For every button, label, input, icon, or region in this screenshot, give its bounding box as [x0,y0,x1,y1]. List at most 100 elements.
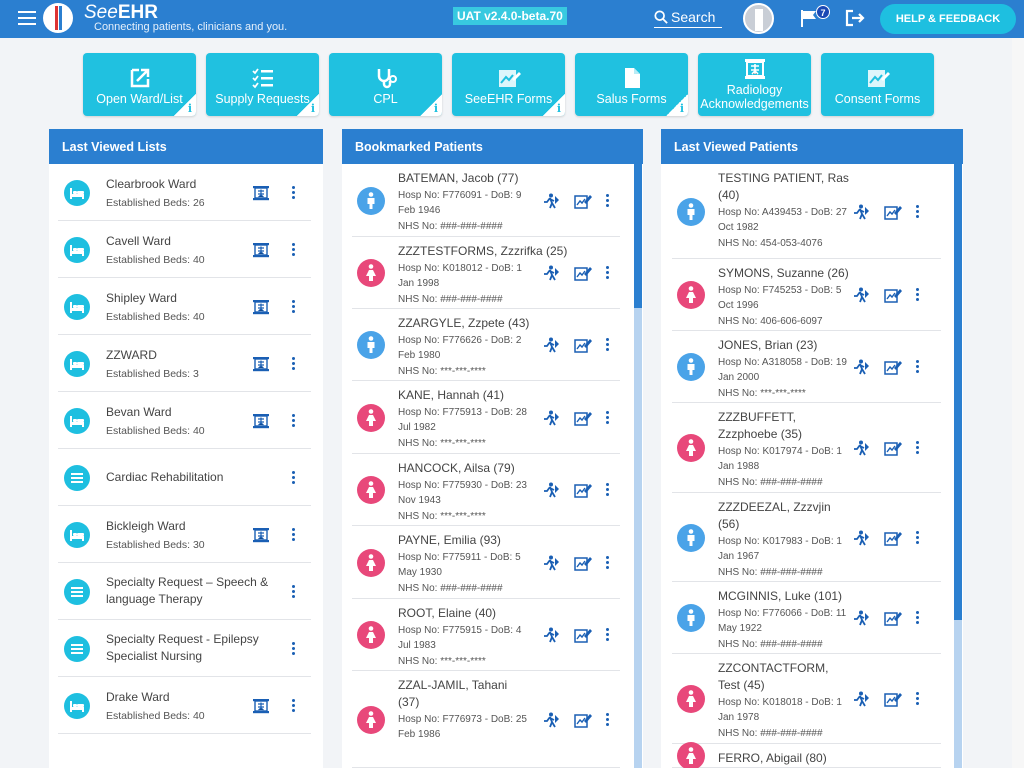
transfer-patient-icon[interactable] [852,610,870,626]
more-options-icon[interactable] [292,527,296,542]
open-ward-list-tile[interactable]: Open Ward/List i [83,53,196,116]
more-options-icon[interactable] [916,692,920,706]
more-options-icon[interactable] [606,193,610,208]
more-options-icon[interactable] [606,338,610,352]
chart-edit-icon[interactable] [574,482,592,498]
ward-view-icon[interactable] [252,413,270,429]
chart-edit-icon[interactable] [884,359,902,375]
chart-edit-icon[interactable] [574,410,592,426]
chart-edit-icon[interactable] [884,287,902,303]
more-options-icon[interactable] [916,530,920,545]
ward-list-item[interactable]: ZZWARD Established Beds: 3 [58,335,311,392]
info-icon[interactable]: i [297,94,319,116]
more-options-icon[interactable] [606,410,610,425]
more-options-icon[interactable] [292,185,296,200]
user-avatar[interactable] [743,3,774,34]
more-options-icon[interactable] [292,641,296,656]
consent-forms-tile[interactable]: Consent Forms [821,53,934,116]
more-options-icon[interactable] [606,712,610,727]
chart-edit-icon[interactable] [884,691,902,707]
more-options-icon[interactable] [292,242,296,257]
scrollbar-thumb[interactable] [634,164,642,308]
chart-edit-icon[interactable] [574,712,592,728]
transfer-patient-icon[interactable] [542,265,560,281]
ward-list-item[interactable]: Specialty Request – Speech & language Th… [58,563,311,620]
chart-edit-icon[interactable] [574,265,592,281]
more-options-icon[interactable] [292,299,296,314]
transfer-patient-icon[interactable] [852,359,870,375]
patient-list-item[interactable]: MCGINNIS, Luke (101) Hosp No: F776066 - D… [672,582,941,654]
more-options-icon[interactable] [606,266,610,280]
patient-list-item[interactable]: BATEMAN, Jacob (77) Hosp No: F776091 - Do… [352,164,620,237]
patient-list-item[interactable]: ZZZDEEZAL, Zzzvjin (56) Hosp No: K017983 -… [672,493,941,582]
notifications-flag-icon[interactable] [800,9,818,27]
ward-view-icon[interactable] [252,698,270,714]
transfer-patient-icon[interactable] [852,440,870,456]
page-scrollbar-track[interactable] [1012,38,1024,768]
more-options-icon[interactable] [292,470,296,485]
patient-list-item[interactable]: HANCOCK, Ailsa (79) Hosp No: F775930 - Do… [352,454,620,526]
ward-view-icon[interactable] [252,242,270,258]
patient-list-item[interactable]: ZZARGYLE, Zzpete (43) Hosp No: F776626 - … [352,309,620,381]
more-options-icon[interactable] [916,360,920,374]
ward-list-item[interactable]: Bevan Ward Established Beds: 40 [58,392,311,449]
chart-edit-icon[interactable] [884,440,902,456]
chart-edit-icon[interactable] [884,204,902,220]
ward-list-item[interactable]: Cavell Ward Established Beds: 40 [58,221,311,278]
transfer-patient-icon[interactable] [852,530,870,546]
ward-list-item[interactable]: Clearbrook Ward Established Beds: 26 [58,164,311,221]
transfer-patient-icon[interactable] [542,337,560,353]
transfer-patient-icon[interactable] [542,555,560,571]
transfer-patient-icon[interactable] [542,712,560,728]
info-icon[interactable]: i [420,94,442,116]
ward-list-item[interactable]: Specialty Request - Epilepsy Specialist … [58,620,311,677]
cpl-tile[interactable]: CPL i [329,53,442,116]
chart-edit-icon[interactable] [884,530,902,546]
transfer-patient-icon[interactable] [542,193,560,209]
help-feedback-button[interactable]: HELP & FEEDBACK [880,4,1016,34]
chart-edit-icon[interactable] [574,193,592,209]
radiology-acknowledgements-tile[interactable]: Radiology Acknowledgements [698,53,811,116]
more-options-icon[interactable] [606,555,610,570]
info-icon[interactable]: i [174,94,196,116]
patient-list-item[interactable]: ZZZTESTFORMS, Zzzrifka (25) Hosp No: K018… [352,237,620,309]
patient-list-item[interactable]: TESTING PATIENT, Ras (40) Hosp No: A439453… [672,164,941,259]
patient-list-item[interactable]: JONES, Brian (23) Hosp No: A318058 - DoB:… [672,331,941,403]
info-icon[interactable]: i [543,94,565,116]
more-options-icon[interactable] [292,356,296,371]
transfer-patient-icon[interactable] [852,691,870,707]
chart-edit-icon[interactable] [574,627,592,643]
scrollbar-thumb[interactable] [954,164,962,620]
patient-list-item[interactable]: ZZCONTACTFORM, Test (45) Hosp No: K018018 … [672,654,941,744]
more-options-icon[interactable] [292,584,296,599]
info-icon[interactable]: i [666,94,688,116]
patient-list-item[interactable]: ZZAL-JAMIL, Tahani (37) Hosp No: F776973 -… [352,671,620,768]
ward-list-item[interactable]: Bickleigh Ward Established Beds: 30 [58,506,311,563]
more-options-icon[interactable] [606,483,610,497]
ward-view-icon[interactable] [252,356,270,372]
transfer-patient-icon[interactable] [542,482,560,498]
ward-view-icon[interactable] [252,527,270,543]
transfer-patient-icon[interactable] [542,410,560,426]
more-options-icon[interactable] [292,413,296,428]
chart-edit-icon[interactable] [574,337,592,353]
salus-forms-tile[interactable]: Salus Forms i [575,53,688,116]
patient-list-item[interactable]: SYMONS, Suzanne (26) Hosp No: F745253 - D… [672,259,941,331]
transfer-patient-icon[interactable] [852,204,870,220]
patient-list-item[interactable]: ROOT, Elaine (40) Hosp No: F775915 - DoB:… [352,599,620,671]
scrollbar-track[interactable] [634,164,642,768]
ward-list-item[interactable]: Cardiac Rehabilitation [58,449,311,506]
transfer-patient-icon[interactable] [542,627,560,643]
more-options-icon[interactable] [916,611,920,625]
logout-icon[interactable] [845,9,865,27]
search-button[interactable]: Search [654,6,722,28]
patient-list-item[interactable]: ZZZBUFFETT, Zzzphoebe (35) Hosp No: K01797… [672,403,941,493]
more-options-icon[interactable] [916,204,920,219]
seeehr-forms-tile[interactable]: SeeEHR Forms i [452,53,565,116]
patient-list-item[interactable]: KANE, Hannah (41) Hosp No: F775913 - DoB:… [352,381,620,454]
more-options-icon[interactable] [606,628,610,642]
transfer-patient-icon[interactable] [852,287,870,303]
chart-edit-icon[interactable] [574,555,592,571]
menu-icon[interactable] [18,11,36,25]
ward-view-icon[interactable] [252,185,270,201]
